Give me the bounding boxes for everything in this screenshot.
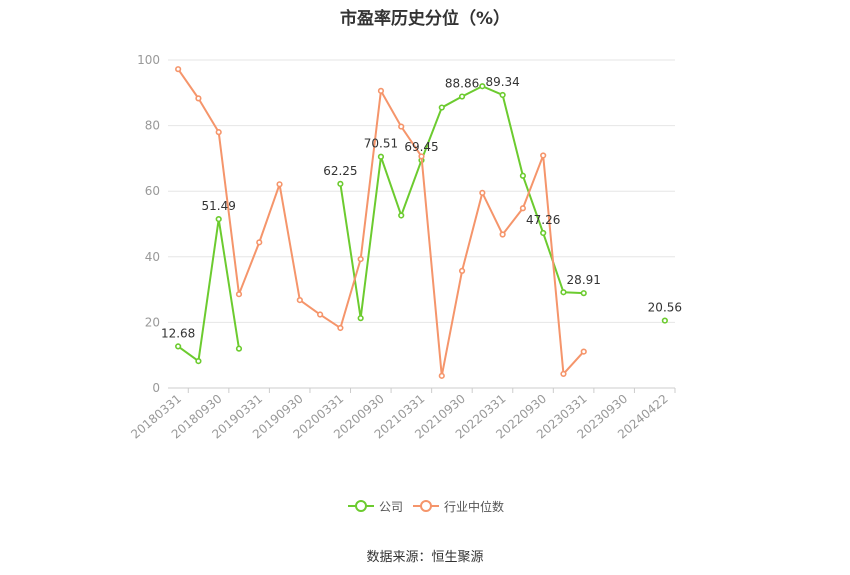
series-point-1	[398, 123, 405, 130]
series-point-1	[540, 152, 547, 159]
series-point-1	[580, 348, 587, 355]
series-point-0	[195, 358, 202, 365]
series-point-0	[357, 315, 364, 322]
series-point-1	[256, 239, 263, 246]
series-line-0	[177, 218, 240, 363]
gridlines	[168, 59, 675, 323]
series-point-0	[398, 212, 405, 219]
data-label: 47.26	[526, 213, 560, 227]
series-point-0	[458, 93, 466, 100]
data-label: 70.51	[364, 137, 398, 151]
series-point-1	[296, 296, 303, 304]
series-point-0	[560, 289, 567, 296]
series-point-1	[560, 370, 567, 377]
data-label: 28.91	[567, 273, 601, 287]
data-label: 51.49	[202, 199, 236, 213]
data-labels: 12.68 51.49 62.25 70.51 69.45 88.86 89.34 47.26…	[161, 75, 682, 340]
series-point-1	[438, 372, 445, 379]
y-tick-label: 40	[145, 250, 160, 264]
series-point-0	[580, 290, 587, 297]
series-point-0	[215, 216, 222, 223]
series-point-1	[317, 311, 324, 318]
series-line-1	[177, 68, 585, 377]
series-point-0	[499, 91, 506, 99]
series-point-1	[458, 267, 466, 275]
data-label: 69.45	[404, 140, 438, 154]
series-lines	[175, 66, 668, 379]
data-label: 62.25	[323, 164, 357, 178]
series-point-1	[175, 66, 182, 73]
data-label: 20.56	[648, 301, 682, 315]
legend-item-company[interactable]: 公司	[348, 497, 403, 515]
series-point-0	[438, 104, 445, 111]
y-tick-label: 60	[145, 184, 160, 198]
series-point-1	[235, 291, 243, 298]
legend-company-label: 公司	[379, 499, 404, 514]
series-point-0	[661, 317, 668, 324]
series-point-1	[195, 95, 202, 102]
series-point-1	[215, 129, 222, 136]
series-point-0	[479, 83, 486, 90]
series-point-1	[377, 87, 385, 94]
y-tick-label: 20	[145, 315, 160, 329]
series-point-1	[418, 153, 425, 160]
series-point-0	[377, 153, 385, 160]
data-label: 89.34	[485, 75, 519, 89]
series-point-1	[479, 189, 486, 196]
series-point-0	[337, 180, 344, 187]
data-label: 12.68	[161, 326, 195, 340]
series-point-0	[540, 229, 547, 237]
series-point-1	[499, 231, 506, 238]
data-source-note: 数据来源：恒生聚源	[366, 550, 484, 565]
series-point-0	[235, 345, 243, 352]
legend-company-marker-icon	[348, 498, 374, 514]
series-point-1	[337, 324, 344, 332]
axes: 0204060801002018033120180930201903312019…	[128, 53, 676, 442]
legend-industry-median-marker-icon	[413, 498, 439, 514]
series-point-1	[519, 205, 527, 212]
y-tick-label: 80	[145, 119, 160, 133]
chart-title: 市盈率历史分位（%）	[339, 9, 511, 29]
legend-item-industry-median[interactable]: 行业中位数	[413, 497, 504, 515]
series-point-0	[175, 343, 182, 350]
data-label: 88.86	[445, 77, 479, 91]
series-point-1	[276, 181, 283, 188]
series-point-1	[357, 255, 364, 263]
legend-industry-median-label: 行业中位数	[444, 499, 505, 514]
y-tick-label: 100	[137, 53, 160, 67]
y-tick-label: 0	[152, 381, 160, 395]
series-point-0	[519, 172, 527, 179]
